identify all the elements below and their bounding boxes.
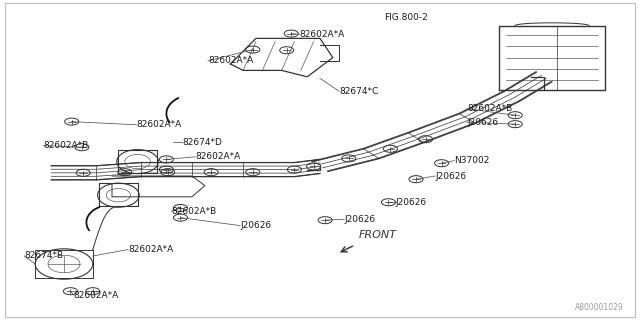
Text: 82674*B: 82674*B [24, 252, 63, 260]
Text: 82602A*A: 82602A*A [74, 291, 119, 300]
Text: 82602A*B: 82602A*B [172, 207, 217, 216]
Text: J20626: J20626 [467, 118, 499, 127]
Text: 82674*C: 82674*C [339, 87, 378, 96]
Text: 82602A*A: 82602A*A [136, 120, 182, 129]
Text: J20626: J20626 [240, 221, 271, 230]
Text: 82602A*B: 82602A*B [44, 141, 89, 150]
Text: FRONT: FRONT [358, 230, 396, 240]
Text: J20626: J20626 [344, 215, 376, 224]
Text: J20626: J20626 [396, 198, 427, 207]
Text: 82602A*A: 82602A*A [300, 30, 345, 39]
Text: 82602A*B: 82602A*B [467, 104, 513, 113]
Text: 82602A*A: 82602A*A [208, 56, 253, 65]
Text: 82674*D: 82674*D [182, 138, 222, 147]
Text: FIG.800-2: FIG.800-2 [384, 13, 428, 22]
Text: 82602A*A: 82602A*A [195, 152, 241, 161]
Text: A800001029: A800001029 [575, 303, 624, 312]
Text: N37002: N37002 [454, 156, 490, 165]
Text: J20626: J20626 [435, 172, 467, 180]
Text: 82602A*A: 82602A*A [128, 245, 173, 254]
